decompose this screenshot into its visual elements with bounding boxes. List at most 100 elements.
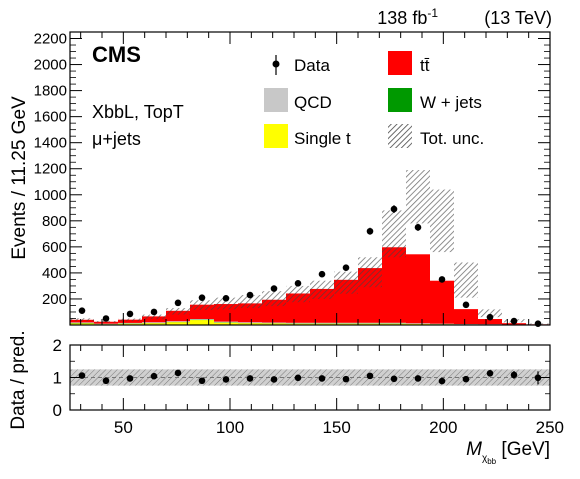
bar-qcd-7 [238,322,262,323]
experiment-label: CMS [92,42,141,67]
data-point-15 [438,276,446,283]
bar-single_t-2 [118,323,142,325]
data-point-7 [246,291,254,299]
bar-single_t-6 [214,322,238,325]
main-plot: 200 400 600 800 1000 1200 1400 1600 1800 2000 2200 [34,31,551,327]
main-x-axis [80,32,551,325]
unc-band-4 [166,308,190,315]
total-uncertainty-band [70,170,550,325]
unc-band-17 [478,309,502,318]
bar-single_t-4 [166,322,190,325]
legend-item-total-uncertainty: Tot. unc. [388,124,484,148]
y-tick-label-400: 400 [42,265,67,282]
bar-ttbar-15 [430,280,454,324]
data-point-17 [486,313,494,321]
unc-band-7 [238,295,262,309]
data-point-9 [294,280,302,287]
main-y-axis: 200 400 600 800 1000 1200 1400 1600 1800 2000 2200 [34,31,550,319]
data-point-0 [78,307,86,314]
ratio-point-13 [390,375,398,383]
y-tick-label-1200: 1200 [34,161,67,178]
bar-qcd-0 [70,322,94,324]
category-label: XbbL, TopT [92,102,184,122]
bar-qcd-13 [382,322,406,324]
svg-text:W + jets: W + jets [420,93,482,112]
y-tick-label-200: 200 [42,291,67,308]
bar-qcd-10 [310,322,334,324]
legend-item-wjets: W + jets [388,88,482,112]
unc-band-6 [214,297,238,310]
bar-ttbar-14 [406,254,430,324]
ratio-point-8 [270,376,278,383]
ratio-point-12 [366,372,374,380]
unc-band-0 [70,318,94,322]
data-point-5 [198,294,206,301]
bar-qcd-14 [406,323,430,324]
ratio-point-14 [414,375,422,382]
data-point-11 [342,264,350,272]
y-tick-label-1600: 1600 [34,109,67,126]
ratio-x-axis: 50 100 150 200 250 [80,345,564,437]
main-y-axis-title: Events / 11.25 GeV [9,96,30,260]
ratio-point-17 [486,369,494,377]
y-tick-label-800: 800 [42,213,67,230]
unc-band-8 [262,291,286,307]
data-point-3 [150,308,158,316]
bar-single_t-12 [358,323,382,325]
ratio-point-15 [438,377,446,385]
ratio-point-4 [174,369,182,377]
y-tick-label-1800: 1800 [34,83,67,100]
ratio-point-1 [102,377,110,385]
bar-ttbar-1 [94,321,118,324]
bar-single_t-7 [238,323,262,325]
unc-band-11 [334,271,358,294]
ratio-points [78,369,542,385]
svg-text:Data: Data [294,56,330,75]
unc-band-2 [118,318,142,322]
data-point-18 [510,317,518,325]
svg-text:tt̄: tt̄ [420,56,430,75]
bar-single_t-0 [70,323,94,325]
ratio-point-7 [246,375,254,382]
bar-single_t-8 [262,323,286,325]
x-tick-label-50: 50 [114,418,133,437]
data-point-8 [270,285,278,292]
legend-item-data: Data [272,55,330,75]
y-tick-label-2000: 2000 [34,57,67,74]
ratio-point-10 [318,375,326,382]
y-tick-label-600: 600 [42,239,67,256]
y-tick-label-2200: 2200 [34,31,67,48]
ratio-point-18 [510,371,518,379]
ratio-y-tick-label-0: 0 [53,401,62,420]
bar-qcd-11 [334,322,358,324]
data-point-1 [102,315,110,322]
unc-band-9 [286,285,310,303]
unc-band-16 [454,262,478,298]
bar-qcd-12 [358,322,382,324]
bar-ttbar-7 [238,303,262,323]
lumi-label: 138 fb-1 [377,6,438,28]
energy-label: (13 TeV) [484,8,552,28]
ratio-y-tick-label-2: 2 [53,336,62,355]
data-point-13 [390,205,398,213]
bar-single_t-3 [142,323,166,325]
bar-qcd-4 [166,321,190,322]
data-point-4 [174,299,182,307]
channel-label: μ+jets [92,129,141,149]
ratio-y-axis: 0 1 2 [53,336,550,420]
legend-item-ttbar: tt̄ [388,51,430,75]
legend-item-single-t: Single t [264,124,351,148]
bar-ttbar-2 [118,319,142,323]
x-tick-label-250: 250 [536,418,564,437]
unc-band-13 [382,210,406,258]
ratio-point-0 [78,372,86,379]
y-tick-label-1400: 1400 [34,135,67,152]
svg-text:QCD: QCD [294,93,332,112]
bar-ttbar-4 [166,310,190,322]
data-point-12 [366,227,374,235]
bar-ttbar-17 [478,319,502,325]
y-tick-label-1000: 1000 [34,187,67,204]
bar-single_t-5 [190,320,214,325]
ratio-y-axis-title: Data / pred. [8,330,29,429]
x-tick-label-100: 100 [216,418,244,437]
